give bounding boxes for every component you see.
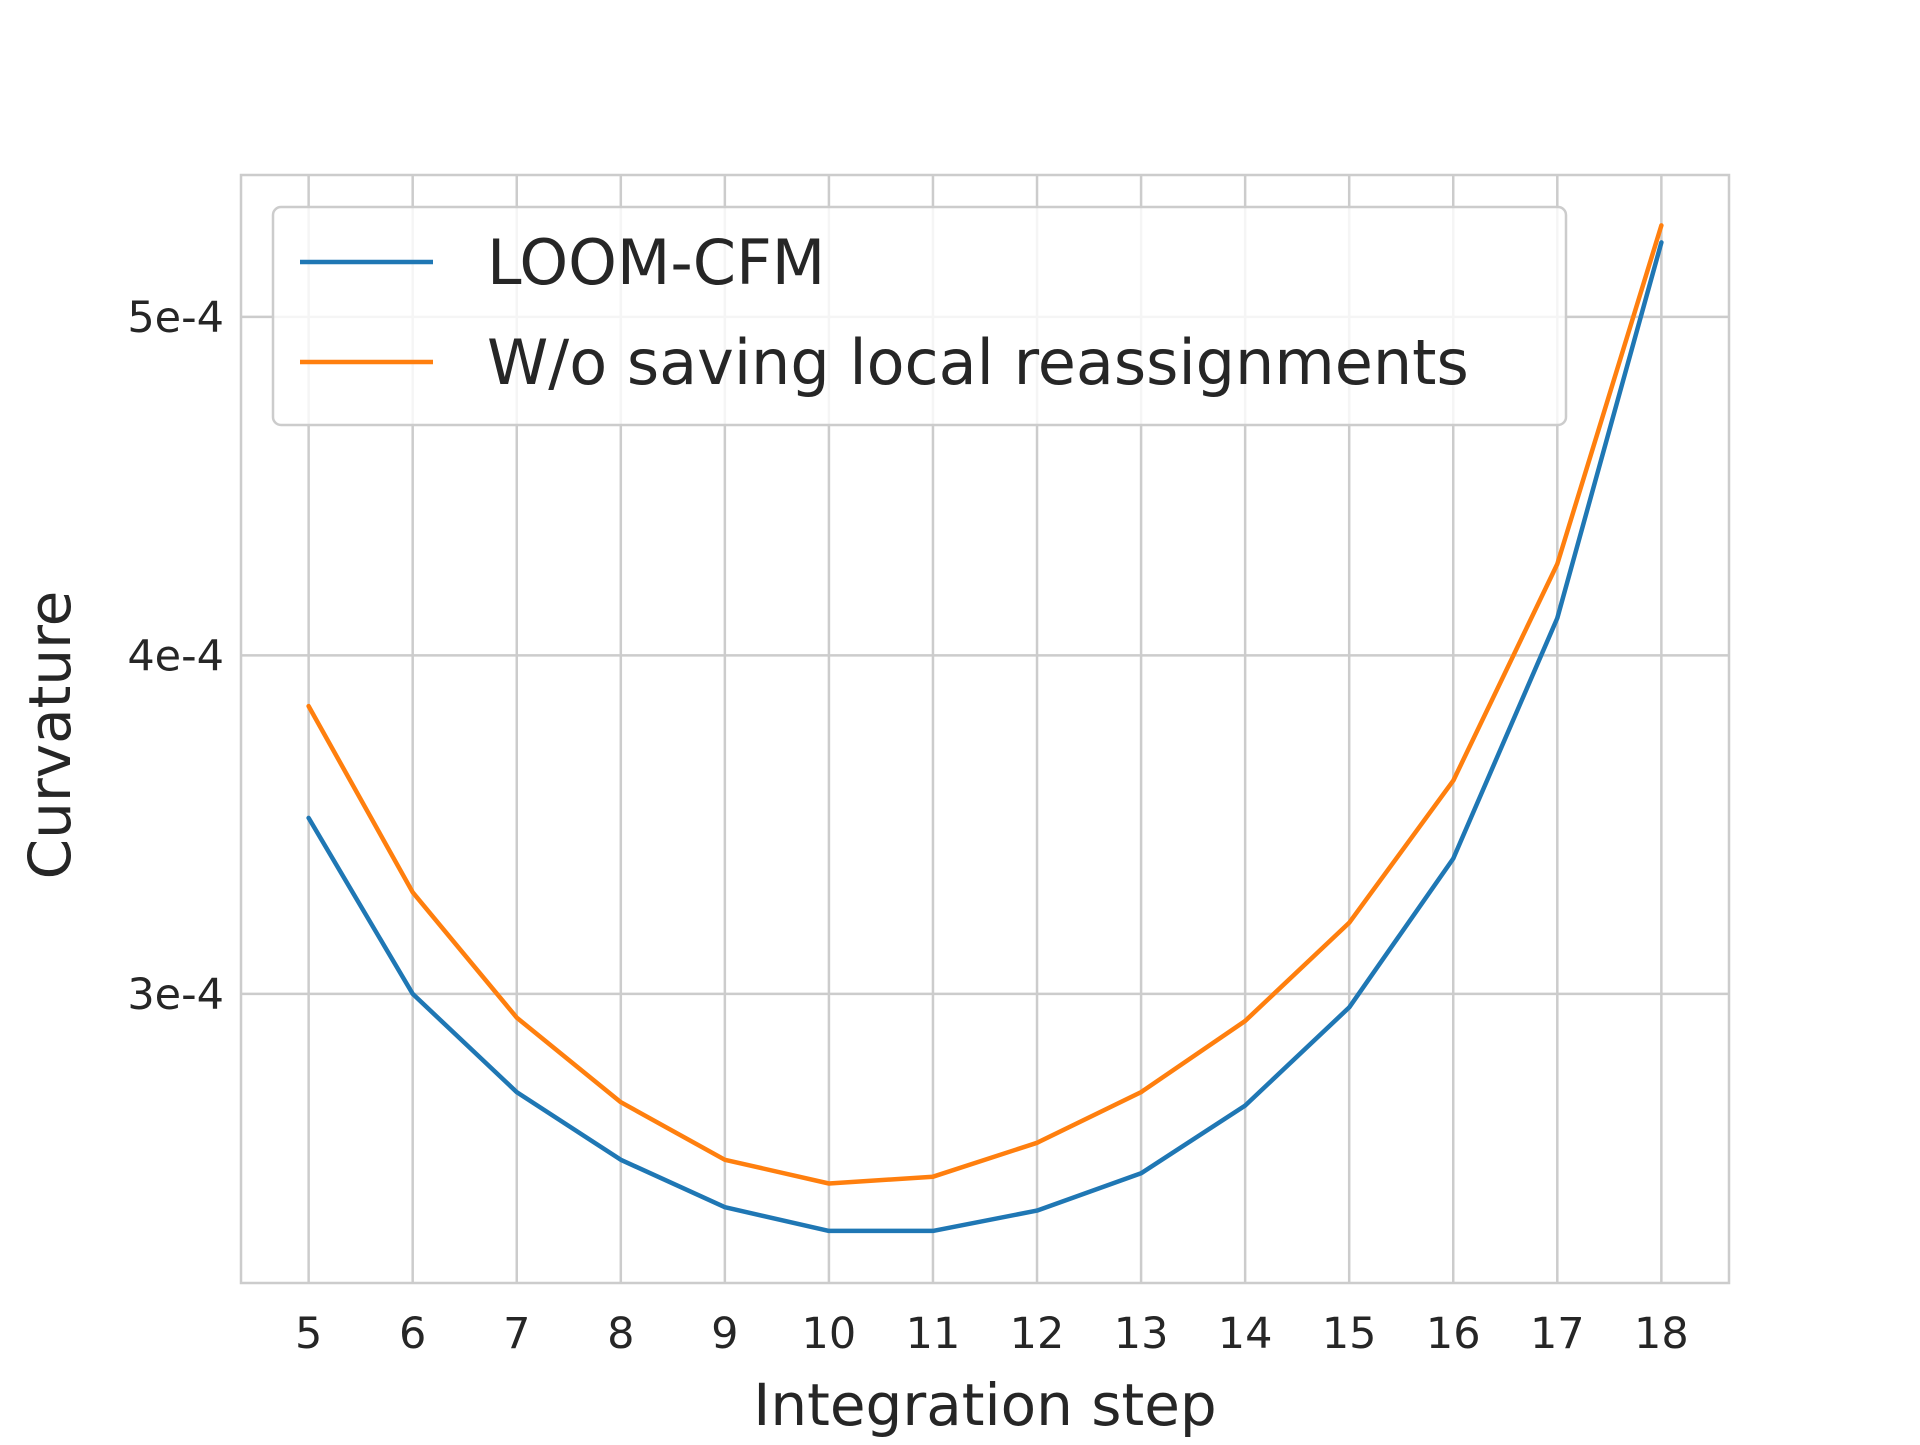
y-axis-label: Curvature <box>16 591 84 880</box>
x-tick-label: 18 <box>1634 1309 1689 1359</box>
x-tick-label: 13 <box>1114 1309 1169 1359</box>
legend-label-without-saving: W/o saving local reassignments <box>487 326 1469 399</box>
x-axis-label: Integration step <box>753 1371 1217 1439</box>
series-line-loom-cfm <box>306 240 1664 1234</box>
x-tick-label: 11 <box>906 1309 961 1359</box>
legend-box <box>271 205 1568 427</box>
x-tick-labels: 5 6 7 8 9 10 11 12 13 14 15 16 17 18 <box>295 1309 1689 1359</box>
x-tick-label: 9 <box>711 1309 738 1359</box>
x-tick-label: 8 <box>607 1309 634 1359</box>
x-tick-label: 10 <box>802 1309 857 1359</box>
x-tick-label: 5 <box>295 1309 322 1359</box>
legend-label-loom-cfm: LOOM-CFM <box>487 226 825 299</box>
y-tick-label: 5e-4 <box>127 293 224 343</box>
plot-frame <box>239 173 1731 1285</box>
series-lines <box>306 223 1664 1234</box>
x-tick-label: 17 <box>1530 1309 1585 1359</box>
x-tick-label: 15 <box>1322 1309 1377 1359</box>
x-tick-label: 14 <box>1218 1309 1273 1359</box>
x-tick-label: 6 <box>399 1309 426 1359</box>
y-tick-labels: 3e-4 4e-4 5e-4 <box>127 293 224 1020</box>
x-tick-label: 12 <box>1010 1309 1065 1359</box>
x-tick-label: 7 <box>503 1309 530 1359</box>
series-line-without-saving <box>306 223 1664 1186</box>
y-tick-label: 4e-4 <box>127 631 224 681</box>
legend: LOOM-CFM W/o saving local reassignments <box>271 205 1568 427</box>
y-tick-label: 3e-4 <box>127 970 224 1020</box>
x-tick-label: 16 <box>1426 1309 1481 1359</box>
